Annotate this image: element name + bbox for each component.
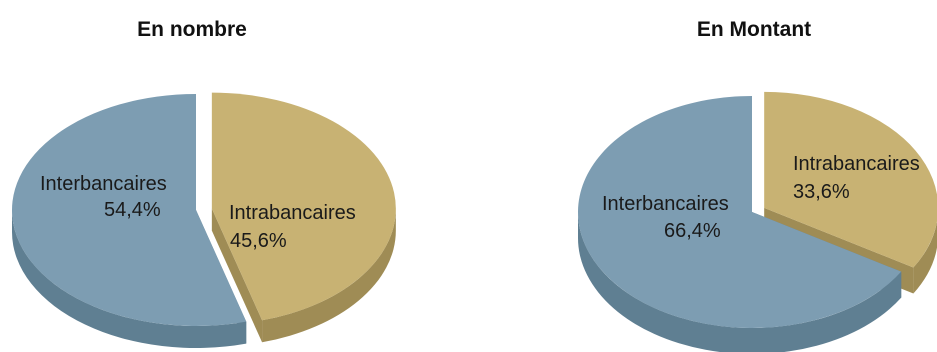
slice-label-interbancaires: Interbancaires xyxy=(40,173,167,195)
slice-value-intrabancaires: 45,6% xyxy=(230,230,287,252)
slice-value-intrabancaires: 33,6% xyxy=(793,181,850,203)
chart-title-en-nombre: En nombre xyxy=(137,18,247,41)
pie-slice-intrabancaires xyxy=(764,91,937,268)
pie-slice-interbancaires xyxy=(577,96,902,328)
slice-value-interbancaires: 54,4% xyxy=(104,199,161,221)
slice-label-intrabancaires: Intrabancaires xyxy=(229,202,356,224)
slice-label-interbancaires: Interbancaires xyxy=(602,193,729,215)
pie-slice-interbancaires xyxy=(11,94,247,327)
slice-label-intrabancaires: Intrabancaires xyxy=(793,153,920,175)
pie-chart-en-nombre: Interbancaires 54,4% Intrabancaires 45,6% xyxy=(11,92,396,348)
chart-title-en-montant: En Montant xyxy=(696,18,812,41)
slice-value-interbancaires: 66,4% xyxy=(664,220,721,242)
pie-slice-side-intrabancaires xyxy=(211,208,396,343)
pie-chart-en-montant: Interbancaires 66,4% Intrabancaires 33,6% xyxy=(577,91,937,352)
pie-slice-intrabancaires xyxy=(211,92,396,321)
